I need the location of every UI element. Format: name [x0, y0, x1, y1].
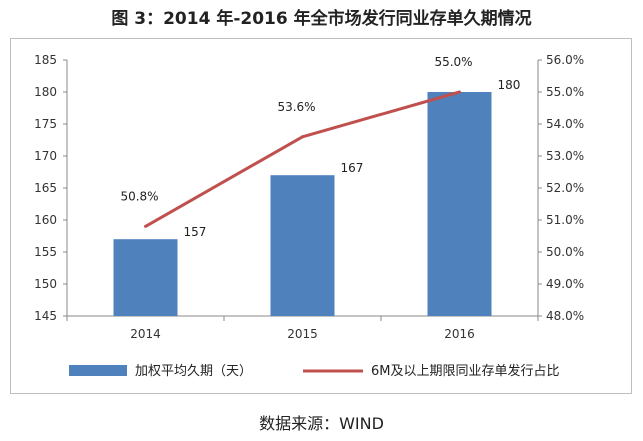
chart-frame: 145 150 155 160 165 170 175 180 185 48.0% 49.0% 50.… — [10, 38, 632, 394]
line-point — [301, 135, 304, 139]
bar — [427, 92, 492, 316]
bar-data-label: 167 — [341, 161, 364, 175]
bar-data-label: 157 — [184, 225, 207, 239]
x-tick-label: 2015 — [287, 327, 318, 341]
chart-title: 图 3：2014 年-2016 年全市场发行同业存单久期情况 — [111, 9, 532, 29]
right-tick-label: 54.0% — [546, 117, 584, 131]
left-tick-label: 165 — [34, 181, 57, 195]
left-tick-label: 180 — [34, 85, 57, 99]
legend-bar-swatch — [69, 365, 127, 376]
bar — [113, 239, 178, 316]
right-tick-label: 49.0% — [546, 277, 584, 291]
right-tick-label: 55.0% — [546, 85, 584, 99]
x-tick-label: 2016 — [444, 327, 475, 341]
left-tick-label: 155 — [34, 245, 57, 259]
bar — [270, 175, 335, 316]
right-tick-label: 48.0% — [546, 309, 584, 323]
x-tick-label: 2014 — [130, 327, 161, 341]
line-point — [144, 224, 147, 228]
source-note: 数据来源：WIND — [259, 414, 384, 433]
left-tick-label: 170 — [34, 149, 57, 163]
line-data-label: 53.6% — [277, 100, 315, 114]
legend-bar-label: 加权平均久期（天） — [135, 363, 252, 379]
right-tick-label: 51.0% — [546, 213, 584, 227]
left-tick-label: 175 — [34, 117, 57, 131]
line-point — [458, 90, 461, 94]
left-tick-label: 185 — [34, 53, 57, 67]
left-tick-label: 145 — [34, 309, 57, 323]
bar-data-label: 180 — [498, 78, 521, 92]
right-tick-label: 56.0% — [546, 53, 584, 67]
right-tick-label: 50.0% — [546, 245, 584, 259]
left-tick-label: 160 — [34, 213, 57, 227]
right-tick-label: 52.0% — [546, 181, 584, 195]
chart: 145 150 155 160 165 170 175 180 185 48.0% 49.0% 50.… — [34, 53, 584, 379]
line-data-label: 50.8% — [120, 189, 158, 203]
line-data-label: 55.0% — [434, 55, 472, 69]
right-tick-label: 53.0% — [546, 149, 584, 163]
legend-line-label: 6M及以上期限同业存单发行占比 — [371, 363, 560, 379]
left-tick-label: 150 — [34, 277, 57, 291]
